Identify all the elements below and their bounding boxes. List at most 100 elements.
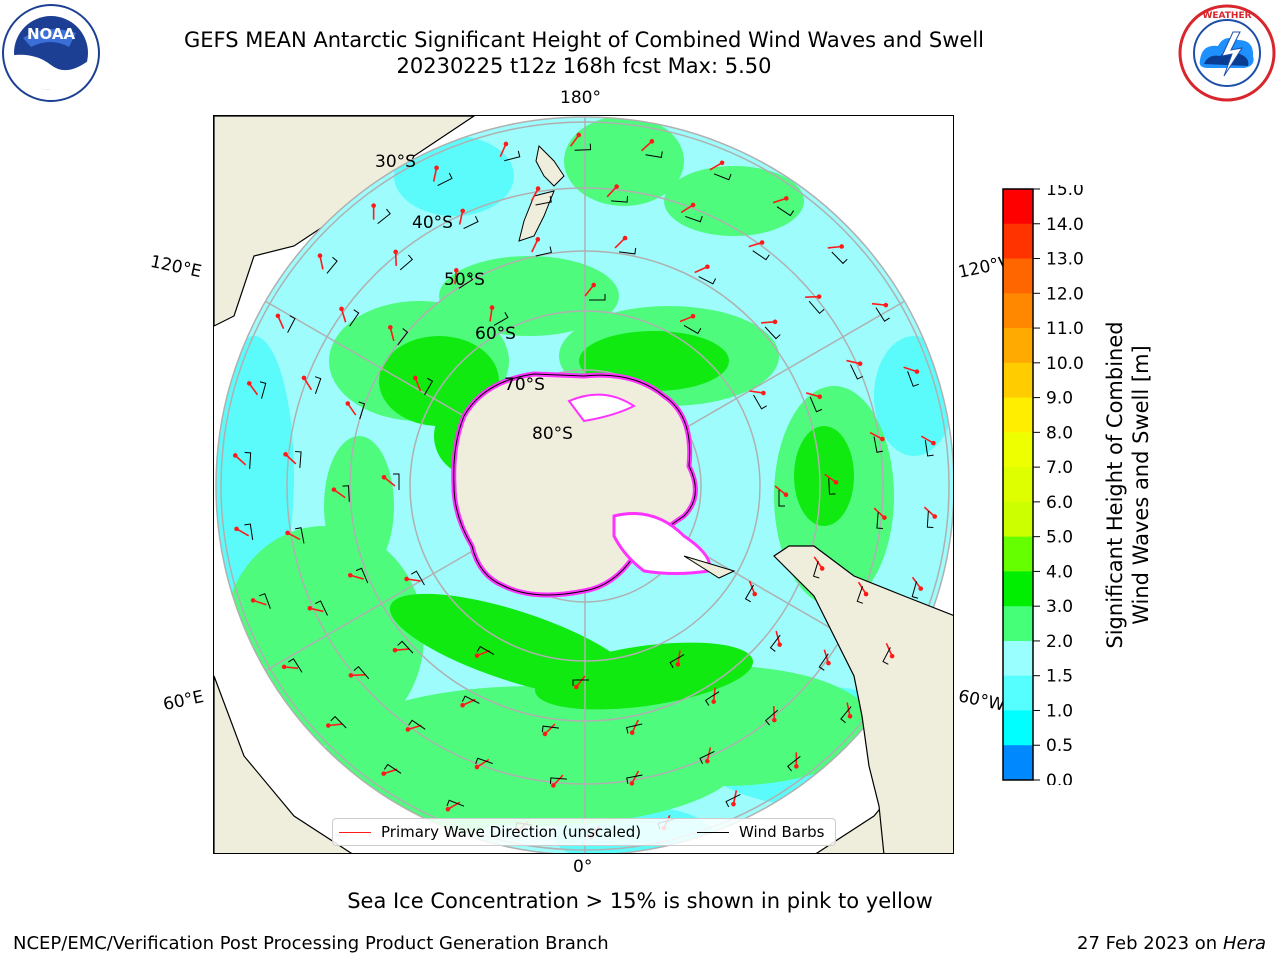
wave-arrow-head [731,801,736,807]
wind-barb [618,247,637,255]
wind-barb [288,658,303,673]
wave-direction-arrow [552,774,564,786]
colorbar-tick-label: 4.0 [1046,562,1073,582]
wave-arrow-head [393,249,398,255]
wave-direction-arrow [406,578,421,582]
wind-barb [493,312,509,326]
colorbar-bin [1003,467,1033,503]
wind-barb [446,799,465,807]
colorbar-label-line2: Wind Waves and Swell [m] [1129,345,1153,625]
wave-arrow-head [371,203,376,208]
wind-barb [383,763,402,774]
legend-swatch-red [339,831,371,833]
colorbar-bin [1003,223,1033,260]
wave-field-4m [379,331,854,710]
wave-arrow-head [434,165,439,171]
wind-barb [541,725,560,733]
wind-barb [753,394,767,410]
wave-arrow-head [246,381,252,386]
colorbar-tick-label: 15.0 [1046,185,1084,200]
colorbar-bin [1003,397,1033,433]
wave-arrow-head [816,294,822,299]
wave-arrow-head [784,196,789,201]
wind-barb [463,215,479,229]
wind-barb [776,206,795,217]
wind-barb [549,777,567,784]
wave-direction-arrow [383,768,398,775]
wind-barb [259,381,267,399]
wave-arrow-head [918,586,924,591]
wave-direction-arrow [575,675,586,688]
colorbar-bin [1003,536,1033,572]
wave-direction-arrow [680,204,694,214]
wave-direction-arrow [920,435,934,444]
wave-arrow-head [759,240,765,245]
lat-label-80s: 80°S [532,424,573,444]
wave-direction-arrow [748,241,763,248]
colorbar-tick-label: 1.0 [1046,701,1073,721]
wave-direction-arrow [489,307,493,322]
wave-direction-arrow [640,140,653,152]
wave-arrow-head [614,184,619,189]
wave-arrow-head [931,440,936,446]
wave-direction-arrow [394,251,397,266]
colorbar-bin [1003,745,1033,781]
wave-direction-arrow [389,327,395,342]
wind-barb [358,401,366,420]
legend-swatch-black [697,831,729,833]
wave-direction-arrow [432,167,438,182]
wind-barb [669,654,685,668]
wave-arrow-head [535,237,541,242]
wave-direction-arrow [694,266,708,274]
wind-barb [437,172,453,186]
lat-label-60s: 60°S [475,324,516,344]
wave-arrow-head [777,642,782,647]
wave-direction-arrow [234,454,247,466]
wind-barb [574,143,592,151]
legend-label-wave-direction: Primary Wave Direction (unscaled) [381,823,642,841]
wave-direction-arrow [569,134,580,147]
vector-field [232,132,938,840]
wave-arrow-head [817,394,823,400]
colorbar-tick-label: 6.0 [1046,493,1073,513]
wave-direction-arrow [614,237,626,249]
wave-direction-arrow [340,308,347,323]
wind-barb [353,665,370,680]
map-subtitle: 20230225 t12z 168h fcst Max: 5.50 [396,54,772,78]
wave-direction-arrow [499,143,507,158]
wave-arrow-head [857,361,863,366]
wind-barb [535,196,552,206]
wind-barb [458,274,474,289]
wave-arrow-head [883,302,889,308]
wind-barb [725,794,741,808]
wave-arrow-head [535,186,541,191]
wave-arrow-head [551,783,556,788]
wave-direction-arrow [827,245,842,249]
wave-arrow-head [301,375,307,381]
wave-direction-arrow [805,295,820,298]
wave-arrow-head [392,647,398,653]
wave-arrow-head [331,487,337,492]
wave-arrow-head [317,253,323,259]
wave-arrow-head [591,282,597,288]
lat-label-70s: 70°S [504,375,545,395]
wave-arrow-head [388,325,393,330]
wind-barb [808,300,825,315]
wind-barb [875,307,890,322]
wave-direction-arrow [631,719,639,733]
polar-map [213,115,954,854]
colorbar: 15.0 14.0 13.0 12.0 11.0 10.0 9.0 8.0 7.0 6.0 5.0 4… [1002,185,1084,785]
wind-barb [764,709,779,726]
wave-arrow-head [503,141,509,147]
wind-barb [355,567,369,584]
wave-direction-arrow [284,666,299,670]
wave-arrow-head [234,526,239,532]
wind-barb [876,512,883,530]
wind-barb [704,691,720,706]
wave-direction-arrow [303,377,313,391]
wind-barb [840,706,852,724]
antarctica [451,371,736,598]
colorbar-bin [1003,606,1033,642]
colorbar-bins [1003,189,1033,781]
wave-direction-arrow [824,473,837,484]
